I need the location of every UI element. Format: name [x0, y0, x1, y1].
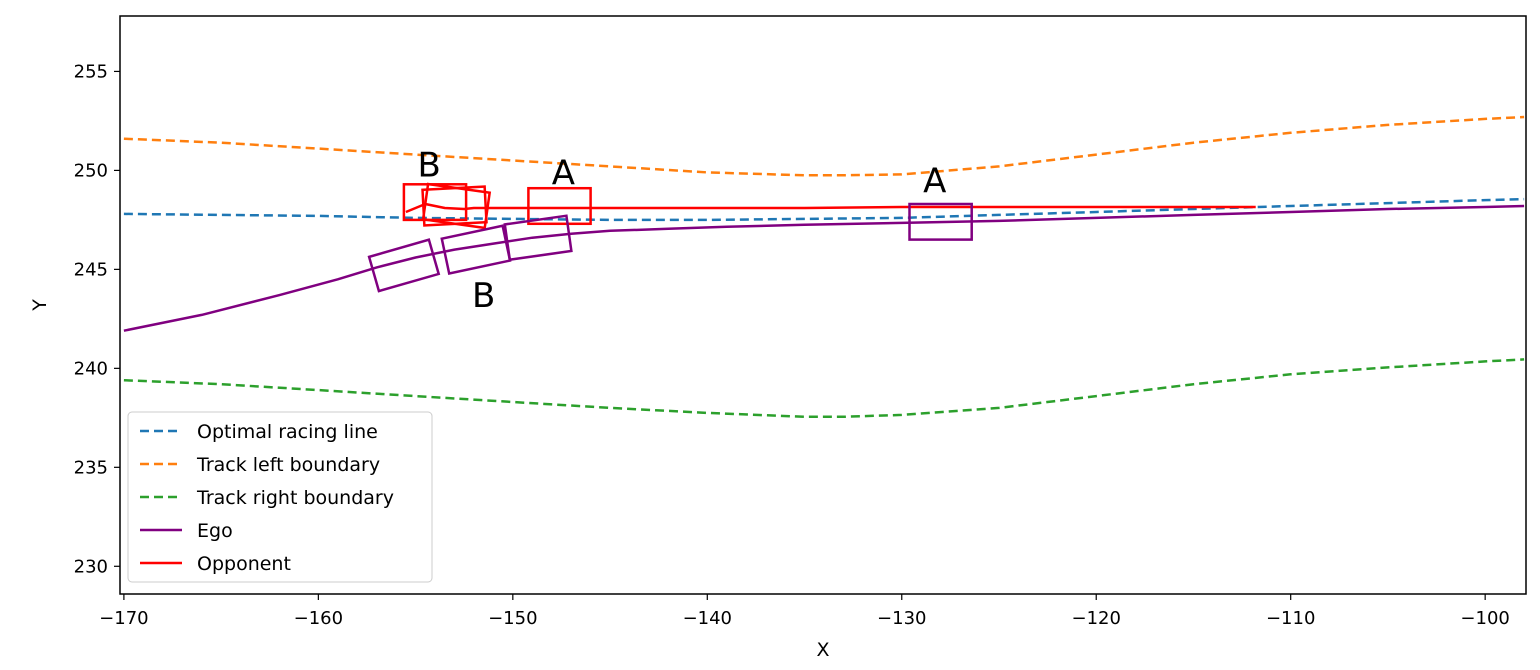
plot-data-area	[123, 115, 1525, 419]
legend-label: Ego	[197, 520, 233, 542]
series-line-track-right-boundary	[123, 358, 1525, 419]
vehicle-box-opponent-2	[421, 185, 488, 227]
legend-frame	[127, 411, 433, 583]
y-tick-label: 240	[74, 358, 108, 379]
series-line-opponent	[405, 202, 1256, 214]
y-tick-label: 230	[74, 556, 108, 577]
legend-label: Optimal racing line	[197, 421, 378, 443]
vehicle-box-opponent-3	[527, 186, 592, 226]
plot-frame	[119, 15, 1527, 595]
legend-label: Opponent	[197, 553, 291, 575]
x-tick-label: −170	[99, 608, 148, 629]
y-tick-label: 245	[74, 259, 108, 280]
y-axis-title: Y	[29, 299, 51, 312]
x-tick-label: −120	[1072, 608, 1121, 629]
x-tick-label: −130	[877, 608, 926, 629]
y-tick-label: 250	[74, 160, 108, 181]
legend-label: Track left boundary	[196, 454, 380, 476]
series-line-ego	[123, 204, 1525, 332]
x-tick-label: −100	[1460, 608, 1509, 629]
annotation-label: B	[472, 276, 495, 316]
x-axis-title: X	[816, 639, 829, 661]
x-tick-label: −150	[488, 608, 537, 629]
y-tick-label: 235	[74, 457, 108, 478]
series-line-optimal-racing-line	[123, 197, 1525, 222]
x-tick-label: −140	[683, 608, 732, 629]
x-tick-label: −110	[1266, 608, 1315, 629]
annotation-label: A	[552, 153, 575, 193]
annotations: B A A B	[418, 145, 947, 316]
vehicle-box-ego-4	[367, 238, 441, 293]
axis-ticks: −170 −160 −150 −140 −130 −120 −110 −100 230 235 24…	[74, 61, 1510, 629]
annotation-label: A	[923, 161, 946, 201]
legend: Optimal racing line Track left boundary Tr…	[127, 411, 433, 583]
series-line-track-left-boundary	[123, 115, 1525, 177]
vehicle-box-ego-7	[908, 202, 973, 241]
annotation-label: B	[418, 145, 441, 185]
vehicle-box-ego-6	[503, 214, 573, 262]
y-tick-label: 255	[74, 61, 108, 82]
x-tick-label: −160	[294, 608, 343, 629]
legend-label: Track right boundary	[196, 487, 394, 509]
